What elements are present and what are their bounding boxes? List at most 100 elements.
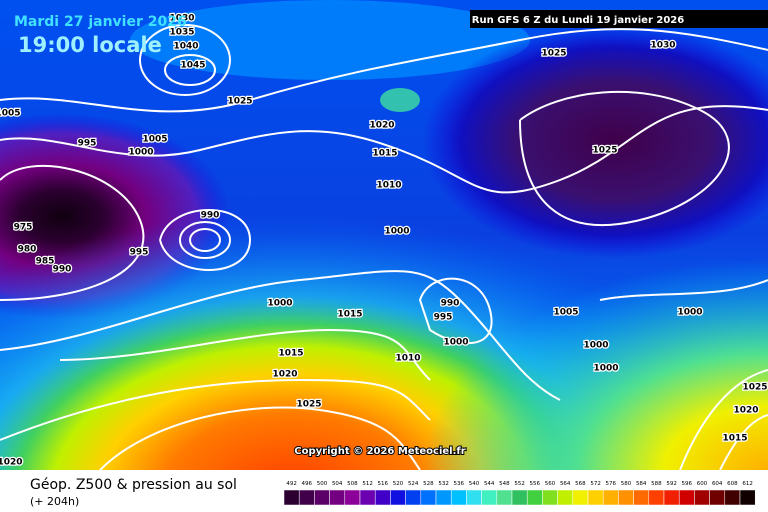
legend-swatch bbox=[724, 489, 741, 506]
isobar-label: 1020 bbox=[369, 121, 394, 131]
isobar-label: 990 bbox=[441, 299, 460, 309]
isobar-label: 1025 bbox=[227, 97, 252, 107]
field bbox=[0, 0, 768, 470]
legend-swatch bbox=[435, 489, 452, 506]
legend-swatch bbox=[602, 489, 619, 506]
isobars bbox=[0, 24, 768, 471]
isobar-label: 1025 bbox=[541, 49, 566, 59]
isobar-label: 1005 bbox=[142, 135, 167, 145]
colorbar: 492 496 500 504 508 512 516 520 524 528 532 536 540 5… bbox=[283, 481, 756, 506]
legend-swatch bbox=[314, 489, 330, 506]
run-box bbox=[470, 10, 768, 28]
isobar-label: 1045 bbox=[180, 61, 205, 71]
legend-label: 500 bbox=[317, 481, 328, 487]
isobar-label: 1000 bbox=[593, 364, 618, 374]
legend-swatch bbox=[359, 489, 376, 506]
legend-swatch bbox=[390, 489, 406, 506]
isobar-label: 1000 bbox=[384, 227, 409, 237]
legend-label: 608 bbox=[727, 481, 738, 487]
isobar-label: 990 bbox=[201, 211, 220, 221]
legend-label: 544 bbox=[484, 481, 495, 487]
legend-label: 516 bbox=[378, 481, 389, 487]
isobar-label: 1005 bbox=[0, 109, 21, 119]
footer-title: Géop. Z500 & pression au sol bbox=[30, 477, 237, 493]
isobar-label: 1020 bbox=[733, 406, 758, 416]
legend-label: 496 bbox=[302, 481, 313, 487]
legend-swatch bbox=[618, 489, 634, 506]
legend-label: 540 bbox=[469, 481, 480, 487]
isobar-label: 1010 bbox=[376, 181, 401, 191]
legend-label: 604 bbox=[712, 481, 723, 487]
legend-label: 556 bbox=[530, 481, 541, 487]
isobar-label: 1005 bbox=[553, 308, 578, 318]
date-label: Mardi 27 janvier 2026 bbox=[14, 14, 187, 30]
legend-label: 568 bbox=[575, 481, 586, 487]
isobar-label: 995 bbox=[130, 248, 149, 258]
legend-swatch bbox=[374, 489, 391, 506]
legend-label: 520 bbox=[393, 481, 404, 487]
legend-swatch bbox=[420, 489, 437, 506]
isobar-label: 995 bbox=[434, 313, 453, 323]
isobar-label: 1025 bbox=[592, 146, 617, 156]
copyright: Copyright © 2026 Meteociel.fr bbox=[294, 446, 465, 457]
legend-label: 560 bbox=[545, 481, 556, 487]
legend-swatch bbox=[648, 489, 665, 506]
isobar-label: 1015 bbox=[337, 310, 362, 320]
footer-lead: (+ 204h) bbox=[30, 495, 79, 508]
run-label: Run GFS 6 Z du Lundi 19 janvier 2026 bbox=[472, 15, 684, 26]
isobar-label: 1015 bbox=[722, 434, 747, 444]
legend-label: 524 bbox=[408, 481, 419, 487]
time-label: 19:00 locale bbox=[18, 33, 162, 57]
isobar-label: 1000 bbox=[267, 299, 292, 309]
isobar-label: 975 bbox=[14, 223, 33, 233]
isobar-label: 980 bbox=[18, 245, 37, 255]
legend-label: 588 bbox=[651, 481, 662, 487]
isobar-label: 1015 bbox=[278, 349, 303, 359]
legend-swatch bbox=[694, 489, 710, 506]
isobar-label: 990 bbox=[53, 265, 72, 275]
isobar-label: 1020 bbox=[272, 370, 297, 380]
legend-swatch bbox=[572, 489, 589, 506]
legend-label: 528 bbox=[423, 481, 434, 487]
legend-swatch bbox=[466, 489, 482, 506]
legend-label: 596 bbox=[682, 481, 693, 487]
legend-label: 552 bbox=[514, 481, 525, 487]
isobar-label: 1040 bbox=[173, 42, 198, 52]
legend-swatch bbox=[633, 489, 650, 506]
legend-label: 564 bbox=[560, 481, 571, 487]
isobar-label: 1000 bbox=[677, 308, 702, 318]
legend-swatch bbox=[557, 489, 574, 506]
legend-label: 512 bbox=[362, 481, 373, 487]
isobar-label: 1015 bbox=[372, 149, 397, 159]
isobar-label: 1035 bbox=[169, 28, 194, 38]
legend-swatch bbox=[587, 489, 604, 506]
legend-swatch bbox=[405, 489, 422, 506]
legend-swatch bbox=[526, 489, 543, 506]
legend-swatch bbox=[663, 489, 680, 506]
legend-swatch bbox=[542, 489, 558, 506]
legend-label: 548 bbox=[499, 481, 510, 487]
isobar-label: 1010 bbox=[395, 354, 420, 364]
isobar-label: 1020 bbox=[0, 458, 23, 468]
legend-swatch bbox=[283, 489, 300, 506]
legend-swatch bbox=[329, 489, 346, 506]
isobar-label: 1000 bbox=[443, 338, 468, 348]
legend-swatch bbox=[496, 489, 513, 506]
isobar-label: 1030 bbox=[169, 14, 194, 24]
legend-label: 572 bbox=[590, 481, 601, 487]
legend-label: 584 bbox=[636, 481, 647, 487]
isobar-label: 985 bbox=[36, 257, 55, 267]
isobar-label: 1025 bbox=[742, 383, 767, 393]
legend-swatch bbox=[344, 489, 361, 506]
legend-label: 600 bbox=[697, 481, 708, 487]
legend-label: 612 bbox=[742, 481, 753, 487]
legend-label: 536 bbox=[454, 481, 465, 487]
legend-label: 504 bbox=[332, 481, 343, 487]
isobar-label: 1025 bbox=[296, 400, 321, 410]
isobar-label: 1000 bbox=[128, 148, 153, 158]
legend-swatch bbox=[450, 489, 467, 506]
legend-label: 508 bbox=[347, 481, 358, 487]
legend-swatch bbox=[511, 489, 528, 506]
isobar-label: 1030 bbox=[650, 41, 675, 51]
